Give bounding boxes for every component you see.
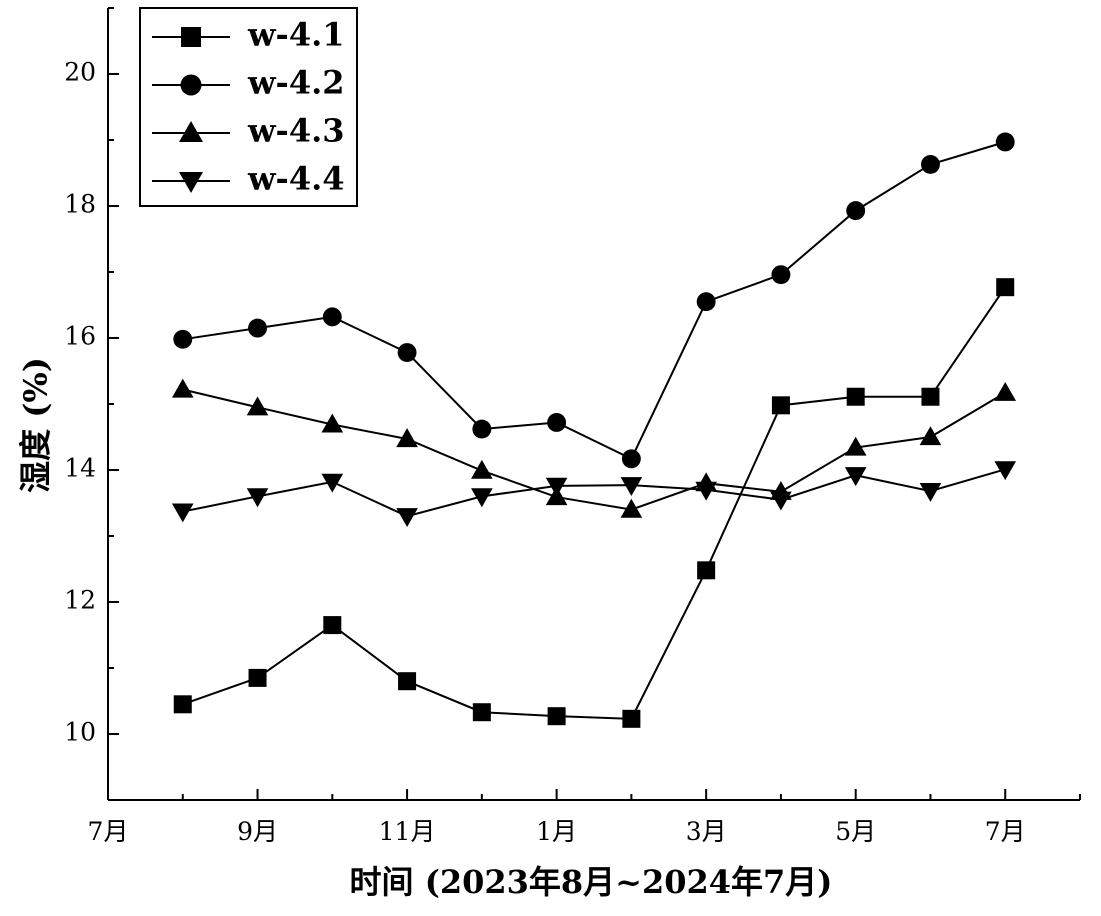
legend-label: w-4.4 <box>247 160 345 198</box>
data-point-w-4.2 <box>771 265 791 285</box>
data-point-w-4.2 <box>846 201 866 221</box>
data-point-w-4.2 <box>995 132 1015 152</box>
legend-marker <box>179 121 203 142</box>
data-point-w-4.4 <box>770 491 792 511</box>
x-tick-label: 9月 <box>237 817 278 846</box>
data-point-w-4.1 <box>771 396 790 415</box>
data-point-w-4.4 <box>994 461 1017 481</box>
y-tick-label: 18 <box>64 190 96 219</box>
series-line-w-4.4 <box>182 468 1006 518</box>
legend-marker <box>179 172 203 193</box>
data-point-w-4.1 <box>472 703 491 722</box>
series-line-w-4.1 <box>182 286 1007 720</box>
legend-marker <box>181 27 201 47</box>
data-point-w-4.3 <box>171 378 194 398</box>
series-layer <box>171 132 1017 728</box>
series-w-4.2 <box>173 132 1015 469</box>
data-point-w-4.3 <box>471 459 493 479</box>
data-point-w-4.4 <box>396 508 418 527</box>
data-point-w-4.4 <box>246 488 269 508</box>
y-tick-label: 14 <box>64 454 96 483</box>
data-point-w-4.1 <box>173 695 192 714</box>
legend-label: w-4.3 <box>247 112 345 150</box>
data-point-w-4.1 <box>846 387 865 406</box>
data-point-w-4.3 <box>844 436 867 456</box>
data-point-w-4.3 <box>246 396 269 416</box>
y-axis-title: 湿度 (%) <box>17 357 55 493</box>
series-line-w-4.3 <box>182 388 1006 511</box>
data-point-w-4.1 <box>697 561 716 580</box>
series-line-w-4.2 <box>182 141 1006 461</box>
series-w-4.3 <box>171 378 1017 518</box>
data-point-w-4.2 <box>248 318 267 338</box>
y-tick-label: 20 <box>64 58 96 87</box>
series-w-4.1 <box>173 278 1015 728</box>
data-point-w-4.2 <box>547 413 567 432</box>
data-point-w-4.1 <box>323 616 342 635</box>
legend: w-4.1 w-4.2 w-4.3 w-4.4 <box>139 7 358 207</box>
y-tick-label: 10 <box>64 718 96 747</box>
legend-item-w-4.1: w-4.1 <box>152 16 345 54</box>
y-tick-label: 12 <box>64 586 96 615</box>
data-point-w-4.4 <box>171 503 194 523</box>
data-point-w-4.2 <box>696 292 716 312</box>
data-point-w-4.2 <box>397 343 417 362</box>
data-point-w-4.1 <box>921 387 940 406</box>
legend-item-w-4.4: w-4.4 <box>152 160 345 198</box>
legend-box <box>139 7 358 207</box>
data-point-w-4.3 <box>994 381 1017 401</box>
x-tick-label: 7月 <box>985 817 1026 846</box>
legend-label: w-4.2 <box>247 64 345 102</box>
x-axis-title: 时间 (2023年8月~2024年7月) <box>350 863 833 901</box>
data-point-w-4.4 <box>545 477 568 497</box>
x-tick-label: 3月 <box>686 817 727 846</box>
y-tick-label: 16 <box>64 322 96 351</box>
legend-item-w-4.2: w-4.2 <box>152 64 345 102</box>
data-point-w-4.1 <box>996 278 1015 297</box>
data-point-w-4.4 <box>471 488 493 508</box>
legend-label: w-4.1 <box>247 16 345 54</box>
data-point-w-4.1 <box>398 672 417 691</box>
data-point-w-4.4 <box>844 467 867 487</box>
x-tick-label: 11月 <box>379 817 436 846</box>
data-point-w-4.2 <box>472 419 492 439</box>
x-tick-label: 7月 <box>88 817 129 846</box>
data-point-w-4.4 <box>919 483 942 502</box>
data-point-w-4.3 <box>321 413 344 433</box>
data-point-w-4.2 <box>322 307 342 327</box>
data-point-w-4.1 <box>622 709 641 728</box>
data-point-w-4.4 <box>620 477 643 496</box>
data-point-w-4.2 <box>621 449 641 469</box>
data-point-w-4.3 <box>620 498 643 518</box>
data-point-w-4.3 <box>396 428 418 448</box>
data-point-w-4.1 <box>547 707 566 726</box>
legend-item-w-4.3: w-4.3 <box>152 112 345 150</box>
data-point-w-4.4 <box>695 481 717 501</box>
data-point-w-4.3 <box>919 426 942 446</box>
data-point-w-4.1 <box>248 668 267 687</box>
data-point-w-4.2 <box>173 329 193 349</box>
series-w-4.4 <box>171 461 1017 527</box>
x-tick-label: 5月 <box>835 817 876 846</box>
legend-marker <box>180 74 202 96</box>
data-point-w-4.4 <box>321 473 344 493</box>
axes: 10 12 14 16 18 20 7月 9月 11月 1月 3月 5月 7月 <box>64 7 1081 846</box>
data-point-w-4.2 <box>921 154 940 174</box>
x-tick-label: 1月 <box>536 817 577 846</box>
